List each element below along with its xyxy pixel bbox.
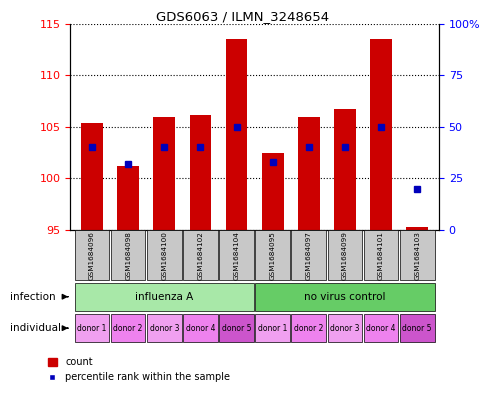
Text: GSM1684101: GSM1684101 bbox=[378, 231, 383, 280]
Text: donor 2: donor 2 bbox=[293, 324, 323, 332]
Bar bbox=[75, 230, 109, 281]
Text: GSM1684099: GSM1684099 bbox=[341, 231, 347, 280]
Text: GDS6063 / ILMN_3248654: GDS6063 / ILMN_3248654 bbox=[156, 10, 328, 23]
Text: influenza A: influenza A bbox=[135, 292, 193, 302]
Bar bbox=[117, 166, 139, 230]
Bar bbox=[399, 314, 434, 342]
Bar bbox=[363, 314, 398, 342]
Bar bbox=[182, 314, 217, 342]
Bar bbox=[333, 109, 355, 230]
Text: donor 4: donor 4 bbox=[185, 324, 215, 332]
Bar bbox=[255, 230, 289, 281]
Text: GSM1684104: GSM1684104 bbox=[233, 231, 239, 280]
Text: donor 3: donor 3 bbox=[330, 324, 359, 332]
Bar bbox=[110, 314, 145, 342]
Bar bbox=[363, 230, 398, 281]
Bar bbox=[261, 152, 283, 230]
Text: GSM1684095: GSM1684095 bbox=[269, 231, 275, 280]
Text: GSM1684103: GSM1684103 bbox=[413, 231, 419, 280]
Text: GSM1684100: GSM1684100 bbox=[161, 231, 167, 280]
Text: individual: individual bbox=[10, 323, 60, 333]
Text: donor 5: donor 5 bbox=[402, 324, 431, 332]
Text: donor 2: donor 2 bbox=[113, 324, 142, 332]
Text: donor 4: donor 4 bbox=[365, 324, 395, 332]
Text: donor 1: donor 1 bbox=[77, 324, 106, 332]
Bar bbox=[327, 230, 362, 281]
Bar bbox=[406, 227, 427, 230]
Bar bbox=[255, 283, 434, 311]
Text: infection: infection bbox=[10, 292, 55, 302]
Bar bbox=[182, 230, 217, 281]
Bar bbox=[110, 230, 145, 281]
Bar bbox=[153, 118, 175, 230]
Bar bbox=[219, 314, 254, 342]
Bar bbox=[369, 39, 391, 230]
Text: donor 5: donor 5 bbox=[221, 324, 251, 332]
Bar bbox=[291, 230, 326, 281]
Text: GSM1684097: GSM1684097 bbox=[305, 231, 311, 280]
Bar bbox=[147, 230, 181, 281]
Bar bbox=[189, 116, 211, 230]
Bar bbox=[297, 118, 319, 230]
Text: no virus control: no virus control bbox=[303, 292, 385, 302]
Bar bbox=[225, 39, 247, 230]
Text: donor 3: donor 3 bbox=[149, 324, 179, 332]
Text: GSM1684098: GSM1684098 bbox=[125, 231, 131, 280]
Bar bbox=[399, 230, 434, 281]
Text: donor 1: donor 1 bbox=[257, 324, 287, 332]
Bar bbox=[81, 123, 103, 230]
Bar bbox=[75, 314, 109, 342]
Bar bbox=[219, 230, 254, 281]
Text: GSM1684102: GSM1684102 bbox=[197, 231, 203, 280]
Bar bbox=[255, 314, 289, 342]
Bar bbox=[327, 314, 362, 342]
Bar bbox=[147, 314, 181, 342]
Legend: count, percentile rank within the sample: count, percentile rank within the sample bbox=[44, 354, 233, 386]
Text: GSM1684096: GSM1684096 bbox=[89, 231, 95, 280]
Bar bbox=[291, 314, 326, 342]
Bar bbox=[75, 283, 254, 311]
